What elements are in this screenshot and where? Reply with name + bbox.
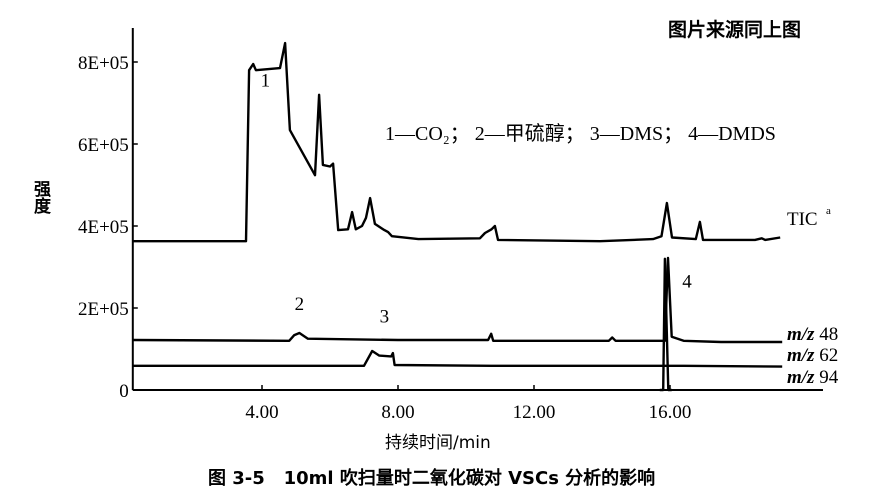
x-tick-label: 8.00 xyxy=(381,402,414,423)
series-label: m/z 94 xyxy=(787,367,839,388)
y-tick-label: 4E+05 xyxy=(78,217,129,238)
peak-label: 4 xyxy=(682,271,692,292)
x-tick-label: 12.00 xyxy=(513,402,556,423)
series-label-tic-superscript: a xyxy=(826,205,831,217)
series-line-tic xyxy=(132,41,781,243)
x-tick-label: 4.00 xyxy=(245,402,278,423)
peak-label: 1 xyxy=(261,71,271,92)
figure-caption: 图 3-5 10ml 吹扫量时二氧化碳对 VSCs 分析的影响 xyxy=(208,468,656,489)
series-line-m-z-62 xyxy=(132,349,783,368)
legend-text: 1—CO₂； 2—甲硫醇； 3—DMS； 4—DMDS xyxy=(385,123,776,145)
y-tick-label: 6E+05 xyxy=(78,135,129,156)
y-tick-label: 2E+05 xyxy=(78,299,129,320)
peak-label: 3 xyxy=(380,306,390,327)
series-label-tic: TIC xyxy=(787,209,818,230)
source-note: 图片来源同上图 xyxy=(668,19,802,41)
series-line-m-z-48 xyxy=(132,256,783,344)
peak-label: 2 xyxy=(295,294,305,315)
x-tick-label: 16.00 xyxy=(649,402,692,423)
x-axis-label: 持续时间/min xyxy=(385,433,491,453)
series-label: m/z 48 xyxy=(787,324,838,345)
series-label: m/z 62 xyxy=(787,345,838,366)
y-tick-label: 0 xyxy=(119,381,129,402)
series-line-m-z-94 xyxy=(659,257,672,392)
y-tick-label: 8E+05 xyxy=(78,53,129,74)
y-axis-label: 强度 xyxy=(30,180,50,214)
